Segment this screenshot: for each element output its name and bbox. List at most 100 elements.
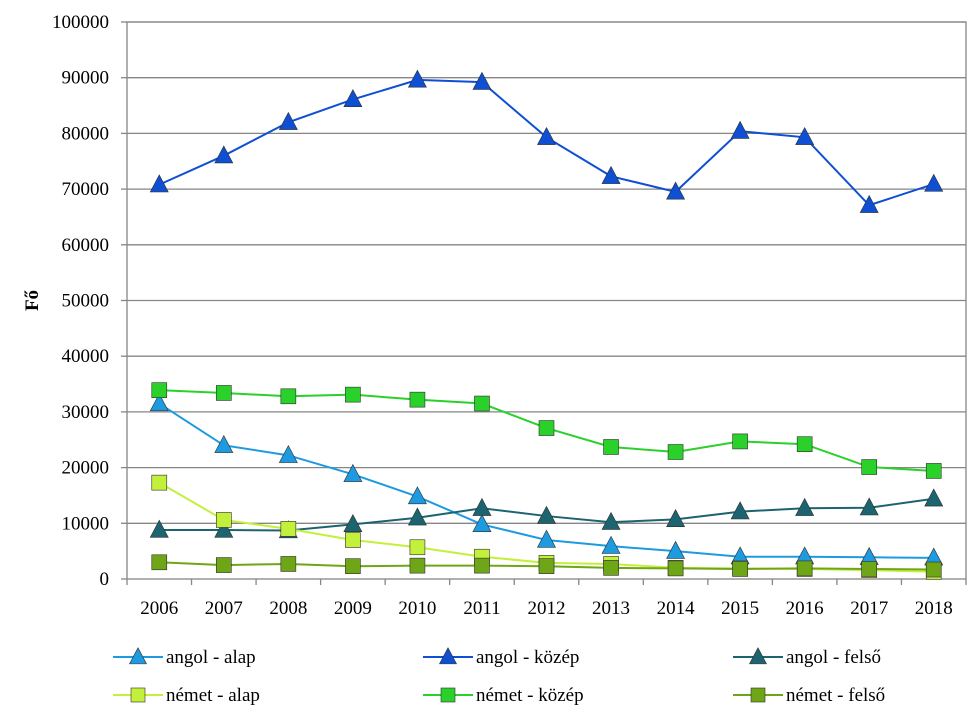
legend-label: angol - közép <box>476 647 579 668</box>
data-point <box>151 554 168 571</box>
y-axis-title: Fő <box>22 290 43 311</box>
legend-item: angol - felső <box>733 647 881 668</box>
series-1 <box>149 69 944 213</box>
data-point <box>409 539 426 556</box>
legend-label: angol - alap <box>166 647 256 668</box>
data-point <box>538 558 555 574</box>
data-point <box>538 420 555 436</box>
data-point <box>730 501 750 520</box>
data-point <box>407 69 427 88</box>
data-point <box>280 388 297 405</box>
legend-label: angol - felső <box>786 647 881 668</box>
x-tick-label: 2014 <box>657 598 696 619</box>
data-point <box>861 561 877 577</box>
data-point <box>343 514 363 533</box>
y-tick-label: 100000 <box>52 12 109 33</box>
series-4 <box>151 382 942 479</box>
x-tick-label: 2012 <box>528 598 566 619</box>
data-point <box>925 463 942 479</box>
legend-item: német - közép <box>423 685 584 706</box>
data-point <box>472 497 492 516</box>
data-point <box>537 126 556 145</box>
legend-marker <box>439 647 457 665</box>
x-tick-label: 2010 <box>398 598 436 619</box>
data-point <box>151 382 168 398</box>
data-point <box>861 459 877 475</box>
data-point <box>216 557 232 573</box>
data-point <box>666 540 686 559</box>
series-lines <box>149 69 944 580</box>
x-tick-label: 2018 <box>915 598 953 619</box>
data-point <box>151 474 168 491</box>
y-tick-label: 90000 <box>62 68 110 89</box>
data-point <box>474 557 490 574</box>
data-point <box>601 165 621 184</box>
y-tick-label: 70000 <box>62 179 110 200</box>
data-point <box>214 519 234 538</box>
x-tick-label: 2013 <box>592 598 630 619</box>
data-point <box>537 505 556 524</box>
legend-item: angol - alap <box>113 647 256 668</box>
data-point <box>345 558 361 574</box>
data-point <box>924 488 944 507</box>
data-point <box>149 519 169 538</box>
legend-item: német - alap <box>113 685 260 706</box>
x-tick-label: 2015 <box>721 598 759 619</box>
data-point <box>796 560 813 577</box>
y-tick-label: 50000 <box>62 291 110 312</box>
data-point <box>601 535 621 554</box>
legend-item: angol - közép <box>423 647 579 668</box>
data-point <box>859 194 879 213</box>
legend-marker <box>750 687 766 703</box>
x-axis-ticks: 2006 2007 2008 2009 2010 2011 2012 2013 2014 2015… <box>126 579 967 619</box>
data-point <box>214 145 234 164</box>
data-point <box>925 561 942 578</box>
x-tick-label: 2007 <box>205 598 243 619</box>
data-point <box>149 393 169 412</box>
y-tick-label: 40000 <box>62 346 110 367</box>
data-point <box>603 439 619 455</box>
data-point <box>601 511 621 530</box>
data-point <box>666 509 686 527</box>
data-point <box>343 463 363 482</box>
data-point <box>345 386 361 403</box>
data-point <box>537 529 556 548</box>
data-point <box>409 391 426 408</box>
legend-marker <box>749 647 767 665</box>
y-tick-label: 80000 <box>62 123 110 144</box>
y-tick-label: 30000 <box>62 402 110 423</box>
legend-marker <box>129 647 147 665</box>
data-point <box>278 444 298 463</box>
data-point <box>474 395 490 412</box>
x-tick-label: 2008 <box>269 598 307 619</box>
data-point <box>667 560 684 577</box>
legend-marker <box>440 687 456 703</box>
data-point <box>214 434 234 453</box>
data-point <box>409 557 426 574</box>
legend-item: német - felső <box>733 685 885 706</box>
legend: angol - alap angol - közép angol - felső né… <box>113 647 885 706</box>
legend-label: német - felső <box>786 685 885 706</box>
data-point <box>796 436 813 453</box>
x-tick-label: 2011 <box>463 598 500 619</box>
gridlines <box>127 21 966 524</box>
data-point <box>603 560 619 576</box>
data-point <box>795 497 815 516</box>
data-point <box>732 561 748 577</box>
series-0 <box>149 393 944 566</box>
data-point <box>472 71 492 90</box>
y-tick-label: 10000 <box>62 513 110 534</box>
data-point <box>216 512 232 528</box>
y-tick-label: 0 <box>100 569 110 590</box>
data-point <box>732 433 748 450</box>
data-point <box>472 514 492 533</box>
data-point <box>345 532 361 548</box>
data-point <box>924 173 944 192</box>
data-point <box>407 486 427 505</box>
y-axis-ticks: 0 10000 20000 30000 40000 50000 60000 70000 8000… <box>52 12 127 590</box>
data-point <box>666 181 686 200</box>
x-tick-label: 2017 <box>850 598 888 619</box>
legend-label: német - közép <box>476 685 584 706</box>
